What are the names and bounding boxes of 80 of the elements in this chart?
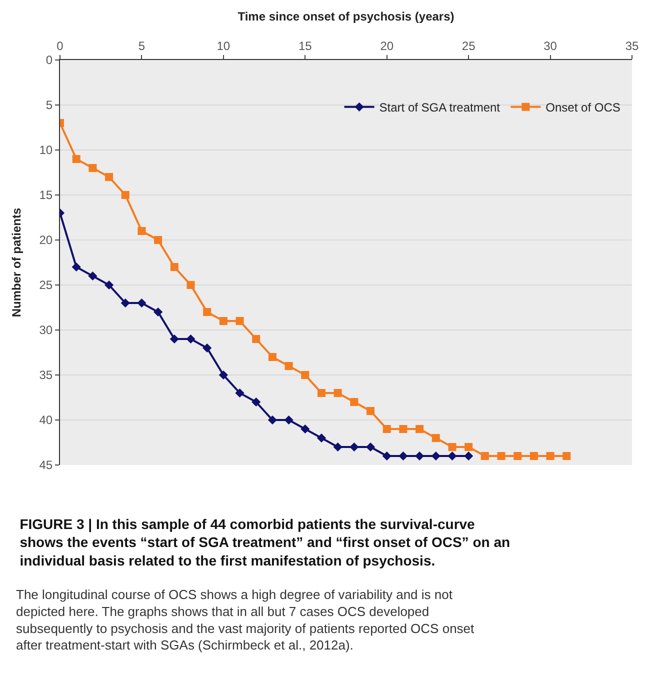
point [416, 425, 424, 433]
y-tick-label: 0 [46, 53, 53, 68]
point [121, 191, 130, 199]
point [546, 452, 554, 460]
y-tick-label: 40 [39, 413, 53, 428]
point [464, 451, 474, 461]
y-tick-label: 5 [46, 98, 53, 112]
point [104, 280, 114, 290]
point [235, 388, 244, 398]
point [562, 452, 571, 460]
y-tick-label: 15 [39, 188, 53, 202]
x-tick-label: 35 [625, 39, 639, 54]
point [203, 308, 212, 316]
point [137, 298, 146, 308]
x-tick-label: 5 [138, 39, 146, 54]
legend-label: Onset of OCS [546, 100, 620, 115]
x-tick-label: 25 [462, 39, 476, 54]
point [72, 155, 80, 163]
point [120, 298, 130, 308]
point [464, 443, 473, 451]
point [317, 389, 326, 397]
y-tick-label: 45 [39, 458, 53, 472]
point [350, 398, 358, 406]
point [170, 334, 179, 344]
point [154, 236, 162, 244]
point [399, 425, 408, 433]
point [252, 335, 260, 343]
x-tick-label: 20 [380, 39, 394, 54]
x-axis-title: Time since onset of psychosis (years) [238, 10, 454, 24]
point [514, 452, 522, 460]
y-tick-label: 25 [39, 278, 53, 292]
point [219, 317, 228, 325]
y-axis-title: Number of patients [10, 208, 24, 318]
point [366, 442, 376, 452]
point [268, 415, 278, 425]
point [202, 343, 212, 353]
text: FIGURE 3 | In this sample of 44 comorbid patients the survival-curve shows the events “start of SGA treatment” and “first onset of OCS” on an individual basis related to the first manifestation of psychosis. [20, 516, 510, 568]
text: The longitudinal course of OCS shows a high degree of variability and is not depicted here. The graphs shows that in all but 7 cases OCS developed subsequently to psychosis and the vast majority of patients reported OCS onset after treatment-start with SGAs (Schirmbeck et al., 2012a). [16, 587, 475, 653]
point [448, 443, 456, 451]
point [88, 164, 97, 172]
point [154, 307, 163, 317]
point [334, 389, 342, 397]
x-tick-label: 0 [56, 39, 64, 54]
point [252, 397, 261, 407]
y-tick-label: 35 [39, 368, 53, 382]
x-tick-label: 10 [216, 39, 230, 54]
point [284, 415, 294, 425]
point [186, 334, 196, 344]
point [480, 452, 489, 460]
point [414, 451, 424, 461]
point [268, 353, 276, 361]
point [431, 451, 440, 461]
point [448, 451, 457, 461]
point [382, 425, 391, 433]
x-tick-label: 30 [544, 39, 558, 54]
point [300, 424, 310, 434]
point [72, 262, 81, 272]
point [186, 281, 195, 289]
point [530, 452, 538, 460]
point [88, 271, 98, 281]
point [432, 434, 440, 442]
point [236, 317, 244, 325]
point [497, 452, 506, 460]
y-tick-label: 30 [39, 323, 53, 338]
point [105, 173, 114, 181]
point [316, 433, 326, 443]
point [218, 370, 228, 380]
point [350, 442, 359, 452]
x-tick-label: 15 [298, 39, 312, 54]
point [170, 263, 178, 271]
y-tick-label: 20 [39, 233, 53, 248]
point [382, 451, 392, 461]
legend-label: Start of SGA treatment [379, 100, 501, 115]
point [398, 451, 408, 461]
point [333, 442, 342, 452]
point [138, 227, 146, 235]
point [284, 362, 293, 370]
y-tick-label: 10 [39, 143, 53, 158]
point [366, 407, 375, 415]
point [301, 371, 310, 379]
